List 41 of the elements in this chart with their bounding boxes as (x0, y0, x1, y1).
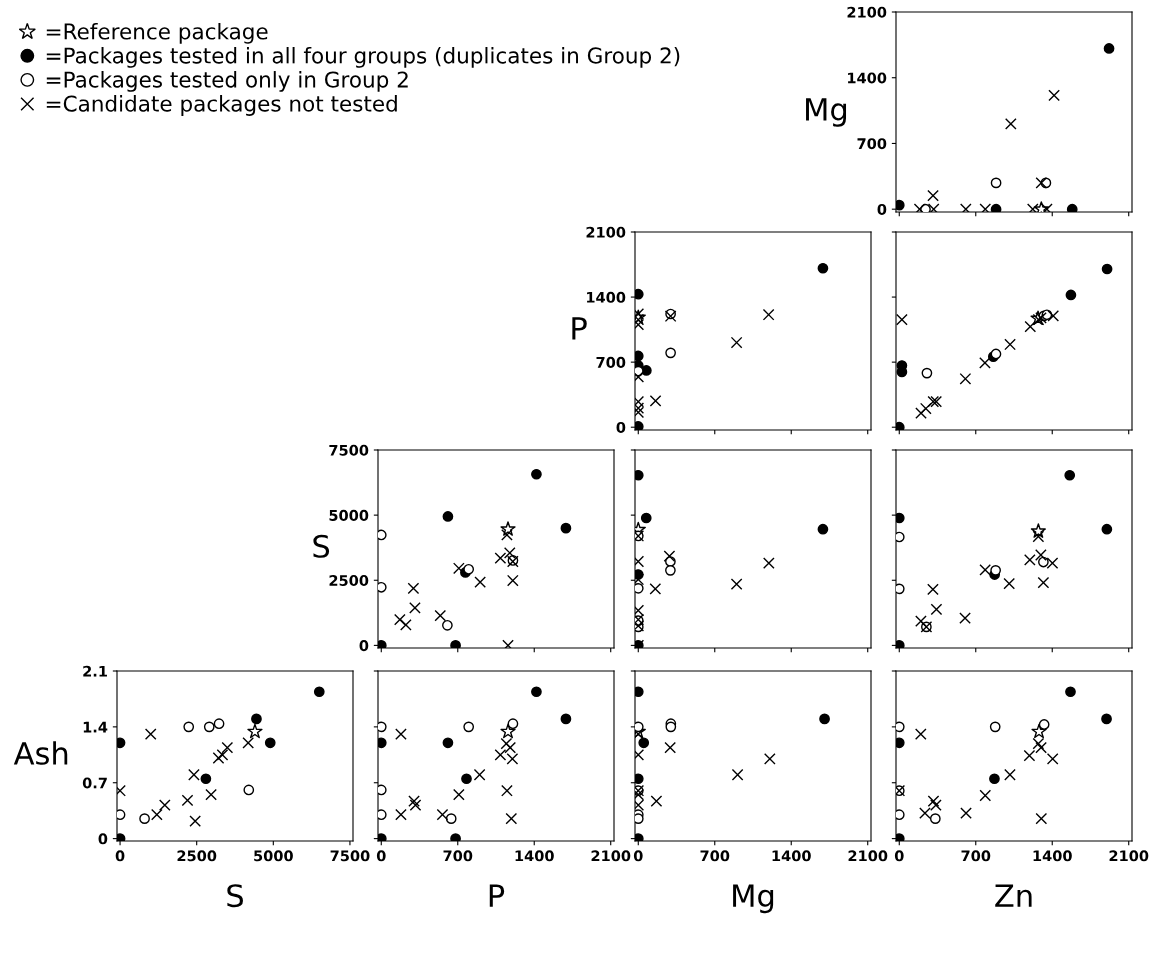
legend-label: =Packages tested in all four groups (duplicates in Group 2) (46, 46, 680, 68)
y-tick-label: 1400 (848, 72, 887, 84)
x-axis-title: P (489, 884, 505, 907)
x-tick-label: 0 (376, 850, 386, 862)
y-tick-label: 0 (877, 203, 887, 215)
y-axis-title: P (572, 317, 587, 340)
x-tick-label: 1400 (1033, 850, 1072, 862)
y-tick-label: 2500 (329, 574, 369, 587)
y-tick-label: 2.1 (83, 665, 107, 677)
x-axis-title: S (227, 884, 243, 908)
y-tick-label: 5000 (329, 509, 369, 521)
x-tick-label: 2500 (177, 850, 217, 862)
y-tick-label: 2100 (586, 226, 626, 238)
x-axis-title: Mg (733, 884, 774, 914)
y-axis-title: Mg (806, 98, 847, 127)
y-tick-label: 7500 (329, 444, 369, 456)
y-tick-label: 1.4 (83, 721, 108, 733)
x-tick-label: 700 (961, 850, 991, 862)
legend-label: =Candidate packages not tested (46, 95, 397, 116)
y-tick-label: 1400 (587, 291, 626, 303)
x-tick-label: 700 (700, 850, 730, 862)
x-tick-label: 0 (115, 850, 125, 862)
x-tick-label: 700 (443, 850, 473, 862)
x-tick-label: 0 (894, 850, 904, 862)
x-tick-label: 0 (633, 850, 643, 862)
x-tick-label: 1400 (515, 850, 554, 862)
y-axis-title: S (313, 534, 330, 558)
x-tick-label: 5000 (254, 850, 293, 862)
y-axis-title: Ash (13, 741, 68, 765)
legend-label: =Packages tested only in Group 2 (46, 71, 408, 92)
y-tick-label: 0 (616, 421, 626, 433)
x-tick-label: 2100 (1109, 850, 1149, 862)
legend-label: =Reference package (46, 22, 268, 44)
x-tick-label: 1400 (772, 850, 811, 862)
y-tick-label: 700 (857, 138, 887, 150)
y-tick-label: 700 (596, 356, 626, 368)
y-tick-label: 2100 (847, 6, 887, 18)
y-tick-label: 0 (359, 640, 369, 652)
y-tick-label: 0 (98, 833, 108, 845)
x-axis-title: Zn (995, 884, 1032, 907)
y-tick-label: 0.7 (82, 777, 107, 789)
